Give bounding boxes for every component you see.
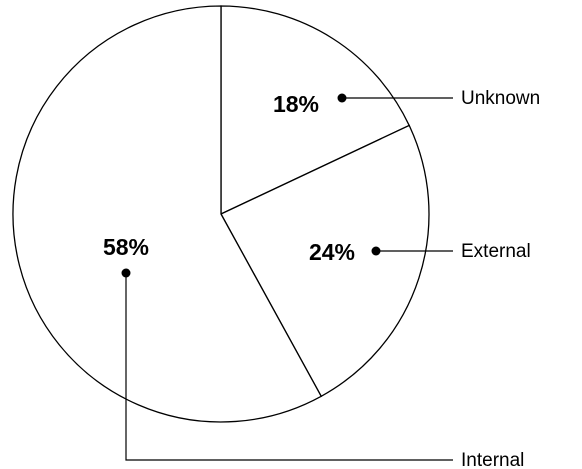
pie-slice-internal — [12, 5, 323, 423]
legend-label-external: External — [461, 241, 531, 262]
legend-label-internal: Internal — [461, 450, 524, 469]
pie-callouts: 18% Unknown 24% External 58% Internal — [103, 88, 540, 469]
callout-dot-internal — [121, 268, 131, 278]
legend-label-unknown: Unknown — [461, 88, 540, 109]
leader-line-internal — [125, 273, 453, 461]
slice-value-label-unknown: 18% — [273, 91, 319, 117]
pie-slice-external — [220, 124, 430, 398]
pie-slices — [12, 5, 430, 423]
callout-dot-unknown — [337, 93, 347, 103]
slice-value-label-internal: 58% — [103, 234, 149, 260]
slice-value-label-external: 24% — [309, 239, 355, 265]
pie-slice-unknown — [220, 5, 411, 216]
callout-dot-external — [371, 246, 381, 256]
